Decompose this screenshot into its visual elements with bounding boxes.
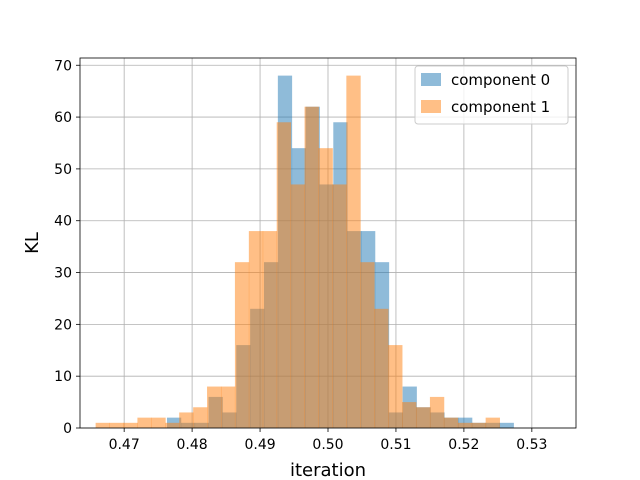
x-tick-label: 0.49 [244,437,275,453]
x-tick-label: 0.51 [380,437,411,453]
histogram-bar [360,262,375,428]
histogram-bar [415,407,431,428]
histogram-bar [304,106,319,428]
histogram-bar [165,422,180,428]
histogram-bar [95,422,110,428]
histogram-bars [95,75,514,429]
histogram-bar [346,75,361,428]
x-tick-label: 0.47 [109,437,140,453]
histogram-bar [429,396,445,428]
histogram-bar [123,422,138,428]
histogram-bar [109,422,124,428]
y-tick-label: 10 [54,369,72,385]
y-tick-label: 0 [63,421,72,437]
histogram-bar [234,262,250,428]
legend-swatch-component-1 [421,100,441,113]
histogram-bar [207,386,222,428]
histogram-bar [332,184,347,428]
series-1-bars [95,75,500,429]
histogram-bar [276,122,292,429]
x-axis-label: iteration [290,460,366,480]
histogram-bar [457,422,473,428]
y-axis-ticks: 0 10 20 30 40 50 60 70 [54,58,80,437]
x-tick-label: 0.52 [448,437,479,453]
x-tick-label: 0.48 [177,437,208,453]
legend-box [414,65,569,125]
histogram-bar [193,407,208,428]
histogram-bar [402,402,417,428]
x-tick-label: 0.53 [516,437,547,453]
histogram-bar [220,386,236,428]
legend: component 0 component 1 [414,65,569,125]
histogram-bar [179,412,194,428]
histogram-bar [262,231,278,428]
y-tick-label: 60 [54,110,72,126]
legend-label-component-1: component 1 [451,98,550,116]
histogram-bar [290,184,305,428]
histogram-bar [443,417,459,428]
histogram-bar [151,417,166,428]
x-axis-ticks: 0.47 0.48 0.49 0.50 0.51 0.52 0.53 [109,428,547,453]
histogram-bar [485,417,500,428]
histogram-bar [499,422,514,428]
y-tick-label: 50 [54,162,72,178]
histogram-bar [318,148,333,428]
histogram-bar [248,231,264,428]
legend-swatch-component-0 [421,73,441,86]
legend-label-component-0: component 0 [451,71,550,89]
y-tick-label: 40 [54,214,72,230]
histogram-bar [137,417,152,428]
y-tick-label: 70 [54,58,72,74]
histogram-bar [374,308,389,428]
y-axis-label: KL [22,232,43,254]
histogram-bar [471,422,487,428]
x-tick-label: 0.50 [312,437,343,453]
y-tick-label: 20 [54,317,72,333]
y-tick-label: 30 [54,266,72,282]
histogram-bar [388,345,403,428]
